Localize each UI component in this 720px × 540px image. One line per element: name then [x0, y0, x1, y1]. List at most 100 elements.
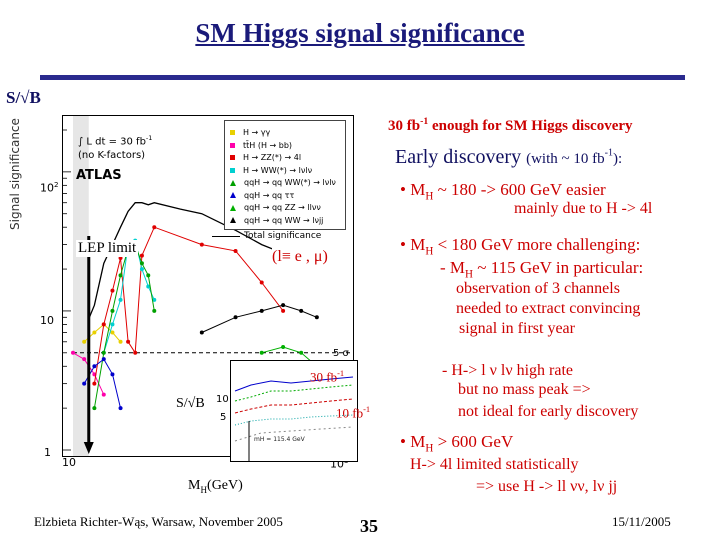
data-point: [299, 308, 304, 313]
inset-y-tick-5: 5: [220, 412, 227, 423]
bullet-2-line-3: observation of 3 channels: [456, 280, 620, 297]
k-factor-note: (no K-factors): [78, 150, 146, 161]
legend-box: [224, 120, 346, 230]
inset-chart-svg: [234, 376, 354, 461]
data-point: [233, 248, 238, 253]
data-point: [133, 350, 138, 355]
data-point: [146, 284, 151, 289]
footer-author: Elzbieta Richter-Wąs, Warsaw, November 2…: [34, 514, 283, 529]
data-point: [101, 357, 106, 362]
bullet-3-line-3: not ideal for early discovery: [458, 403, 639, 420]
data-point: [118, 406, 123, 411]
data-point: [101, 392, 106, 397]
data-point: [199, 242, 204, 247]
bullet-4-line-2: H-> 4l limited statistically: [410, 456, 579, 473]
data-point: [92, 330, 97, 335]
inset-series-line: [234, 398, 354, 414]
total-significance-label: Total significance: [244, 231, 322, 241]
data-point: [126, 339, 131, 344]
data-point: [71, 350, 75, 355]
data-point: [101, 322, 106, 327]
data-point: [110, 308, 115, 313]
triangle-marker-icon: [230, 192, 236, 198]
legend-entry: qqH → qq WW(*) → lνlν: [230, 178, 336, 187]
square-marker-icon: [230, 142, 235, 148]
data-point: [259, 280, 264, 285]
data-point: [118, 297, 123, 302]
bullet-2-line-2: - MH ~ 115 GeV in particular:: [440, 258, 644, 281]
footer-date: 15/11/2005: [612, 514, 671, 529]
legend-label: qqH → qq WW(*) → lνlν: [244, 178, 336, 187]
data-point: [281, 303, 286, 308]
data-point: [110, 288, 115, 293]
data-point: [199, 330, 204, 335]
data-point: [118, 256, 123, 261]
data-point: [92, 364, 97, 369]
lep-limit-arrowhead-icon: [83, 442, 94, 454]
title-divider: [40, 75, 685, 80]
legend-label: qqH → qq ZZ → llνν: [244, 203, 321, 212]
lep-exclusion-region: [73, 116, 89, 456]
legend-label: H → ZZ(*) → 4l: [243, 153, 302, 162]
data-point: [233, 315, 238, 320]
data-point: [152, 225, 157, 230]
inset-label-30fb: 30 fb-1: [310, 368, 345, 385]
inset-mass-tag: mH = 115.4 GeV: [254, 436, 305, 443]
bullet-4-line-1: • MH > 600 GeV: [400, 432, 514, 455]
square-marker-icon: [230, 130, 235, 135]
inset-plot: [230, 360, 358, 462]
page-number: 35: [360, 516, 378, 536]
series-line: [261, 346, 318, 367]
data-point: [118, 273, 123, 278]
legend-entry: H → WW(*) → lνlν: [230, 166, 312, 175]
triangle-marker-icon: [230, 217, 236, 223]
legend-entry: tt̄H (H → bb): [230, 141, 292, 150]
square-marker-icon: [230, 167, 235, 173]
triangle-marker-icon: [230, 179, 236, 186]
data-point: [82, 381, 87, 386]
legend-entry: H → ZZ(*) → 4l: [230, 153, 301, 162]
data-point: [101, 350, 106, 355]
triangle-marker-icon: [230, 204, 236, 211]
legend-entry: qqH → qq ZZ → llνν: [230, 203, 321, 212]
data-point: [82, 339, 87, 344]
legend-entry: qqH → qq ττ: [230, 191, 294, 200]
bullet-1-line-1: • MH ~ 180 -> 600 GeV easier: [400, 180, 606, 203]
data-point: [152, 308, 157, 313]
inset-series-line: [234, 376, 354, 392]
data-point: [152, 297, 157, 302]
data-point: [146, 273, 151, 278]
legend-entry: qqH → qq WW → lνjj: [230, 216, 323, 225]
inset-y-tick-10: 10: [216, 394, 229, 405]
inset-label-10fb: 10 fb-1: [336, 404, 371, 421]
legend-entry: H → γγ: [230, 128, 270, 137]
lepton-definition: (l≡ e , μ): [272, 248, 328, 266]
bullet-3-line-1: - H-> l ν lν high rate: [442, 362, 574, 379]
y-tick-1: 1: [44, 446, 51, 459]
lep-limit-label: LEP limit: [76, 240, 139, 257]
legend-label: qqH → qq ττ: [244, 190, 295, 200]
data-point: [118, 339, 123, 344]
data-point: [259, 350, 264, 355]
legend-label: H → γγ: [243, 128, 271, 137]
top-left-label: S/√B: [6, 88, 41, 107]
series-line: [201, 304, 317, 333]
data-point: [92, 406, 97, 411]
bullet-3-line-2: but no mass peak =>: [458, 381, 591, 398]
inset-series-line: [234, 414, 354, 426]
bullet-1-line-2: mainly due to H -> 4l: [514, 200, 653, 217]
legend-label: H → WW(*) → lνlν: [243, 165, 313, 175]
bullet-2-line-1: • MH < 180 GeV more challenging:: [400, 235, 641, 258]
x-tick-left: 10: [62, 456, 76, 469]
legend: H → γγ tt̄H (H → bb) H → ZZ(*) → 4l H → WW(…: [224, 120, 344, 228]
y-axis-label: Signal significance: [8, 118, 22, 230]
data-point: [92, 381, 97, 386]
bullet-4-line-3: => use H -> ll νν, lν jj: [476, 478, 618, 495]
series-line: [93, 226, 284, 384]
slide-title: SM Higgs signal significance: [195, 18, 525, 48]
data-point: [281, 308, 286, 313]
data-point: [139, 267, 144, 272]
bullet-2-line-5: signal in first year: [459, 320, 575, 337]
legend-label: qqH → qq WW → lνjj: [244, 215, 324, 225]
legend-label: tt̄H (H → bb): [243, 140, 293, 150]
